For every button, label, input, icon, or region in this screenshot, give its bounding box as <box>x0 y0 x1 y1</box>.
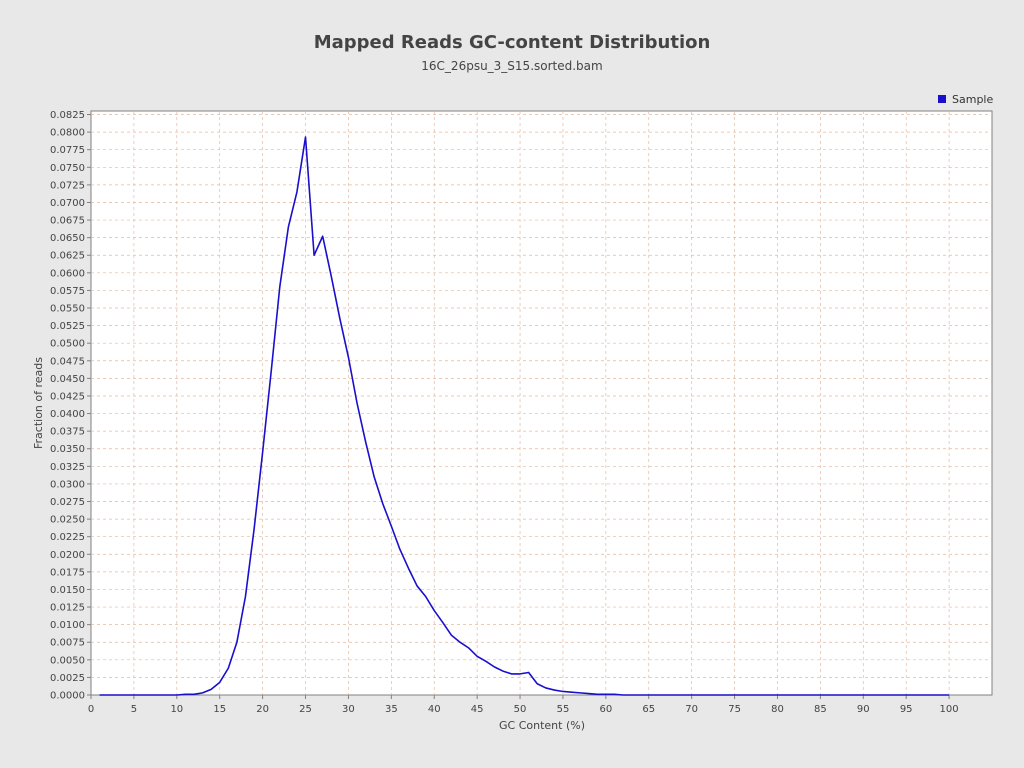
y-tick-label: 0.0825 <box>50 110 85 121</box>
y-tick-label: 0.0625 <box>50 251 85 262</box>
x-tick-label: 5 <box>131 704 137 715</box>
y-tick-label: 0.0600 <box>50 268 85 279</box>
plot-area <box>90 110 993 696</box>
y-tick-label: 0.0200 <box>50 550 85 561</box>
grid-lines <box>91 111 992 695</box>
y-tick-label: 0.0525 <box>50 321 85 332</box>
legend-swatch-sample <box>938 95 946 103</box>
y-axis-label: Fraction of reads <box>32 357 45 449</box>
x-tick-label: 55 <box>557 704 570 715</box>
chart-subtitle: 16C_26psu_3_S15.sorted.bam <box>421 59 602 73</box>
chart-title: Mapped Reads GC-content Distribution <box>314 32 711 53</box>
y-tick-label: 0.0425 <box>50 391 85 402</box>
y-tick-label: 0.0675 <box>50 216 85 227</box>
y-tick-label: 0.0800 <box>50 128 85 139</box>
x-tick-label: 10 <box>170 704 183 715</box>
x-tick-label: 75 <box>728 704 741 715</box>
x-tick-label: 25 <box>299 704 312 715</box>
y-tick-label: 0.0250 <box>50 515 85 526</box>
y-tick-label: 0.0400 <box>50 409 85 420</box>
x-tick-label: 100 <box>940 704 959 715</box>
y-tick-label: 0.0500 <box>50 339 85 350</box>
series-layer <box>99 136 950 696</box>
y-tick-label: 0.0375 <box>50 427 85 438</box>
y-tick-label: 0.0325 <box>50 462 85 473</box>
x-tick-label: 85 <box>814 704 827 715</box>
y-tick-label: 0.0300 <box>50 479 85 490</box>
x-tick-label: 50 <box>514 704 527 715</box>
y-tick-label: 0.0025 <box>50 673 85 684</box>
y-tick-label: 0.0225 <box>50 532 85 543</box>
x-tick-label: 40 <box>428 704 441 715</box>
x-tick-label: 0 <box>88 704 94 715</box>
x-tick-label: 15 <box>213 704 226 715</box>
x-tick-label: 95 <box>900 704 913 715</box>
y-tick-label: 0.0725 <box>50 180 85 191</box>
y-tick-label: 0.0750 <box>50 163 85 174</box>
y-tick-label: 0.0350 <box>50 444 85 455</box>
y-tick-label: 0.0000 <box>50 691 85 702</box>
y-tick-label: 0.0550 <box>50 304 85 315</box>
y-tick-label: 0.0075 <box>50 638 85 649</box>
y-axis-ticks: 0.0000 0.0025 0.0050 0.0075 0.0100 0.0125 0.01… <box>50 110 91 702</box>
legend: Sample <box>938 93 993 106</box>
x-tick-label: 30 <box>342 704 355 715</box>
y-tick-label: 0.0700 <box>50 198 85 209</box>
x-tick-label: 90 <box>857 704 870 715</box>
x-tick-label: 70 <box>685 704 698 715</box>
x-tick-label: 80 <box>771 704 784 715</box>
y-tick-label: 0.0150 <box>50 585 85 596</box>
x-axis-label: GC Content (%) <box>499 719 585 732</box>
series-line-sample <box>99 136 950 696</box>
y-tick-label: 0.0175 <box>50 567 85 578</box>
y-tick-label: 0.0650 <box>50 233 85 244</box>
x-tick-label: 45 <box>471 704 484 715</box>
x-tick-label: 20 <box>256 704 269 715</box>
x-tick-label: 65 <box>642 704 655 715</box>
y-tick-label: 0.0775 <box>50 145 85 156</box>
y-tick-label: 0.0100 <box>50 620 85 631</box>
x-tick-label: 60 <box>599 704 612 715</box>
y-tick-label: 0.0575 <box>50 286 85 297</box>
y-tick-label: 0.0275 <box>50 497 85 508</box>
x-tick-label: 35 <box>385 704 398 715</box>
y-tick-label: 0.0125 <box>50 603 85 614</box>
x-axis-ticks: 0 5 10 15 20 25 30 35 40 45 50 55 60 65 70 75 80 85 90 95 10… <box>88 695 959 715</box>
y-tick-label: 0.0450 <box>50 374 85 385</box>
y-tick-label: 0.0050 <box>50 655 85 666</box>
legend-entry-sample: Sample <box>952 93 993 106</box>
y-tick-label: 0.0475 <box>50 356 85 367</box>
